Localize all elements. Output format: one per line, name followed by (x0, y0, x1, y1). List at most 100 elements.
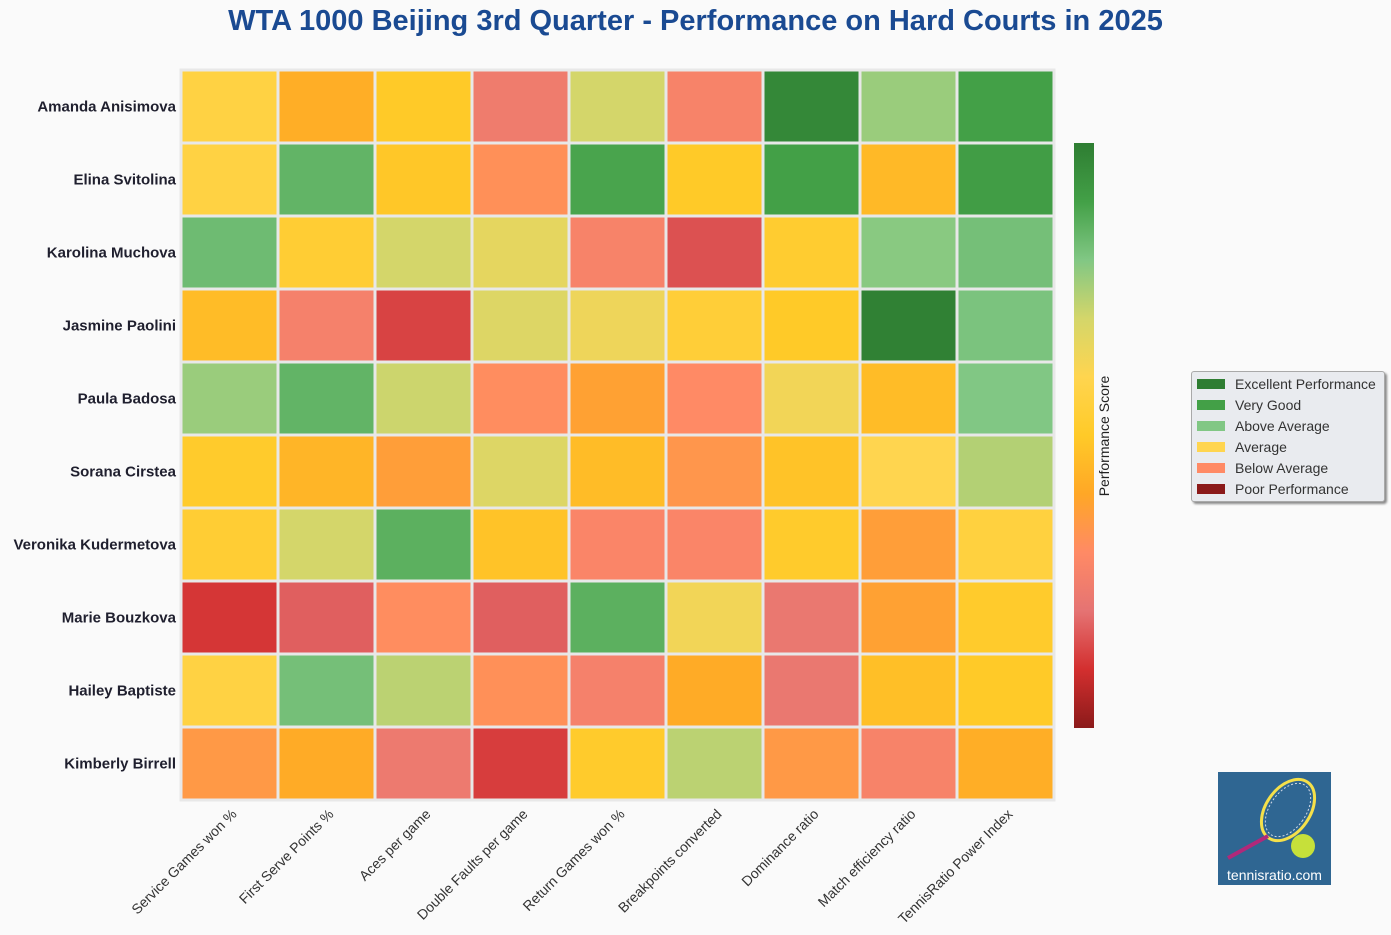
heatmap-cell (664, 287, 765, 364)
heatmap-cell (276, 68, 377, 145)
column-label: Return Games won % (519, 806, 627, 914)
heatmap-cell (858, 287, 959, 364)
heatmap-cell (761, 652, 862, 729)
legend-item: Excellent Performance (1197, 375, 1383, 393)
heatmap-cell (955, 360, 1056, 437)
heatmap-cell (955, 506, 1056, 583)
column-label: Dominance ratio (738, 806, 822, 890)
colorbar-label: Performance Score (1096, 375, 1112, 496)
heatmap-cell (470, 360, 571, 437)
legend-swatch (1197, 421, 1225, 431)
heatmap-cell (276, 725, 377, 802)
legend-swatch (1197, 463, 1225, 473)
heatmap-cell (373, 652, 474, 729)
heatmap-cell (664, 360, 765, 437)
heatmap-cell (276, 360, 377, 437)
heatmap-cell (955, 214, 1056, 291)
row-label: Jasmine Paolini (63, 318, 176, 335)
heatmap-cell (858, 68, 959, 145)
chart-title: WTA 1000 Beijing 3rd Quarter - Performan… (228, 5, 1163, 37)
legend-label: Excellent Performance (1235, 376, 1376, 392)
heatmap-cell (664, 579, 765, 656)
heatmap-cell (567, 141, 668, 218)
heatmap-cell (664, 652, 765, 729)
heatmap-cell (761, 360, 862, 437)
row-label: Marie Bouzkova (62, 610, 177, 627)
heatmap-cell (567, 287, 668, 364)
row-label: Elina Svitolina (73, 172, 176, 189)
heatmap-cell (470, 433, 571, 510)
heatmap-cell (470, 725, 571, 802)
legend-item: Average (1197, 438, 1383, 456)
heatmap-cell (858, 141, 959, 218)
heatmap-cell (470, 141, 571, 218)
heatmap-cell (276, 506, 377, 583)
heatmap-cell (373, 725, 474, 802)
heatmap-cell (179, 287, 280, 364)
legend: Excellent Performance Very Good Above Aver… (1191, 371, 1385, 502)
heatmap-cell (567, 68, 668, 145)
logo-text: tennisratio.com (1227, 867, 1322, 883)
heatmap-cell (761, 141, 862, 218)
heatmap-cell (664, 141, 765, 218)
heatmap-cell (761, 579, 862, 656)
heatmap-cell (858, 579, 959, 656)
heatmap-cell (567, 433, 668, 510)
heatmap-cell (567, 652, 668, 729)
column-label: Service Games won % (128, 806, 239, 917)
heatmap-cell (761, 287, 862, 364)
column-label: TennisRatio Power Index (895, 806, 1016, 927)
heatmap-cell (858, 506, 959, 583)
heatmap-cell (955, 652, 1056, 729)
heatmap-cell (664, 214, 765, 291)
legend-swatch (1197, 400, 1225, 410)
heatmap-cell (373, 360, 474, 437)
heatmap-cell (373, 433, 474, 510)
heatmap-cell (567, 579, 668, 656)
legend-item: Very Good (1197, 396, 1383, 414)
heatmap-cell (373, 287, 474, 364)
legend-swatch (1197, 484, 1225, 494)
tennisratio-logo: tennisratio.com (1218, 772, 1331, 885)
heatmap-cell (955, 433, 1056, 510)
row-label: Veronika Kudermetova (13, 537, 176, 554)
heatmap-cell (761, 214, 862, 291)
heatmap-cell (664, 506, 765, 583)
legend-label: Average (1235, 439, 1287, 455)
heatmap-cell (664, 433, 765, 510)
legend-item: Above Average (1197, 417, 1383, 435)
legend-swatch (1197, 442, 1225, 452)
heatmap-cell (179, 141, 280, 218)
heatmap-cell (955, 141, 1056, 218)
heatmap-cell (373, 68, 474, 145)
heatmap-cell (373, 214, 474, 291)
heatmap-cell (276, 652, 377, 729)
heatmap-cell (179, 68, 280, 145)
heatmap-cell (955, 725, 1056, 802)
heatmap-cell (858, 433, 959, 510)
heatmap-cell (276, 141, 377, 218)
heatmap-cell (470, 68, 571, 145)
row-label: Karolina Muchova (47, 245, 177, 262)
heatmap-cell (470, 506, 571, 583)
heatmap-cell (179, 579, 280, 656)
heatmap-cell (761, 68, 862, 145)
heatmap-cell (276, 287, 377, 364)
heatmap-cell (179, 652, 280, 729)
heatmap-cell (470, 579, 571, 656)
heatmap-cell (567, 214, 668, 291)
legend-item: Poor Performance (1197, 480, 1383, 498)
heatmap-cell (955, 68, 1056, 145)
legend-label: Above Average (1235, 418, 1330, 434)
heatmap-cell (470, 287, 571, 364)
legend-swatch (1197, 379, 1225, 389)
heatmap-cell (179, 433, 280, 510)
legend-label: Very Good (1235, 397, 1302, 413)
legend-label: Below Average (1235, 460, 1329, 476)
heatmap-cell (373, 506, 474, 583)
heatmap-cell (567, 506, 668, 583)
heatmap-cell (761, 433, 862, 510)
heatmap-cell (858, 214, 959, 291)
column-label: First Serve Points % (236, 806, 337, 907)
